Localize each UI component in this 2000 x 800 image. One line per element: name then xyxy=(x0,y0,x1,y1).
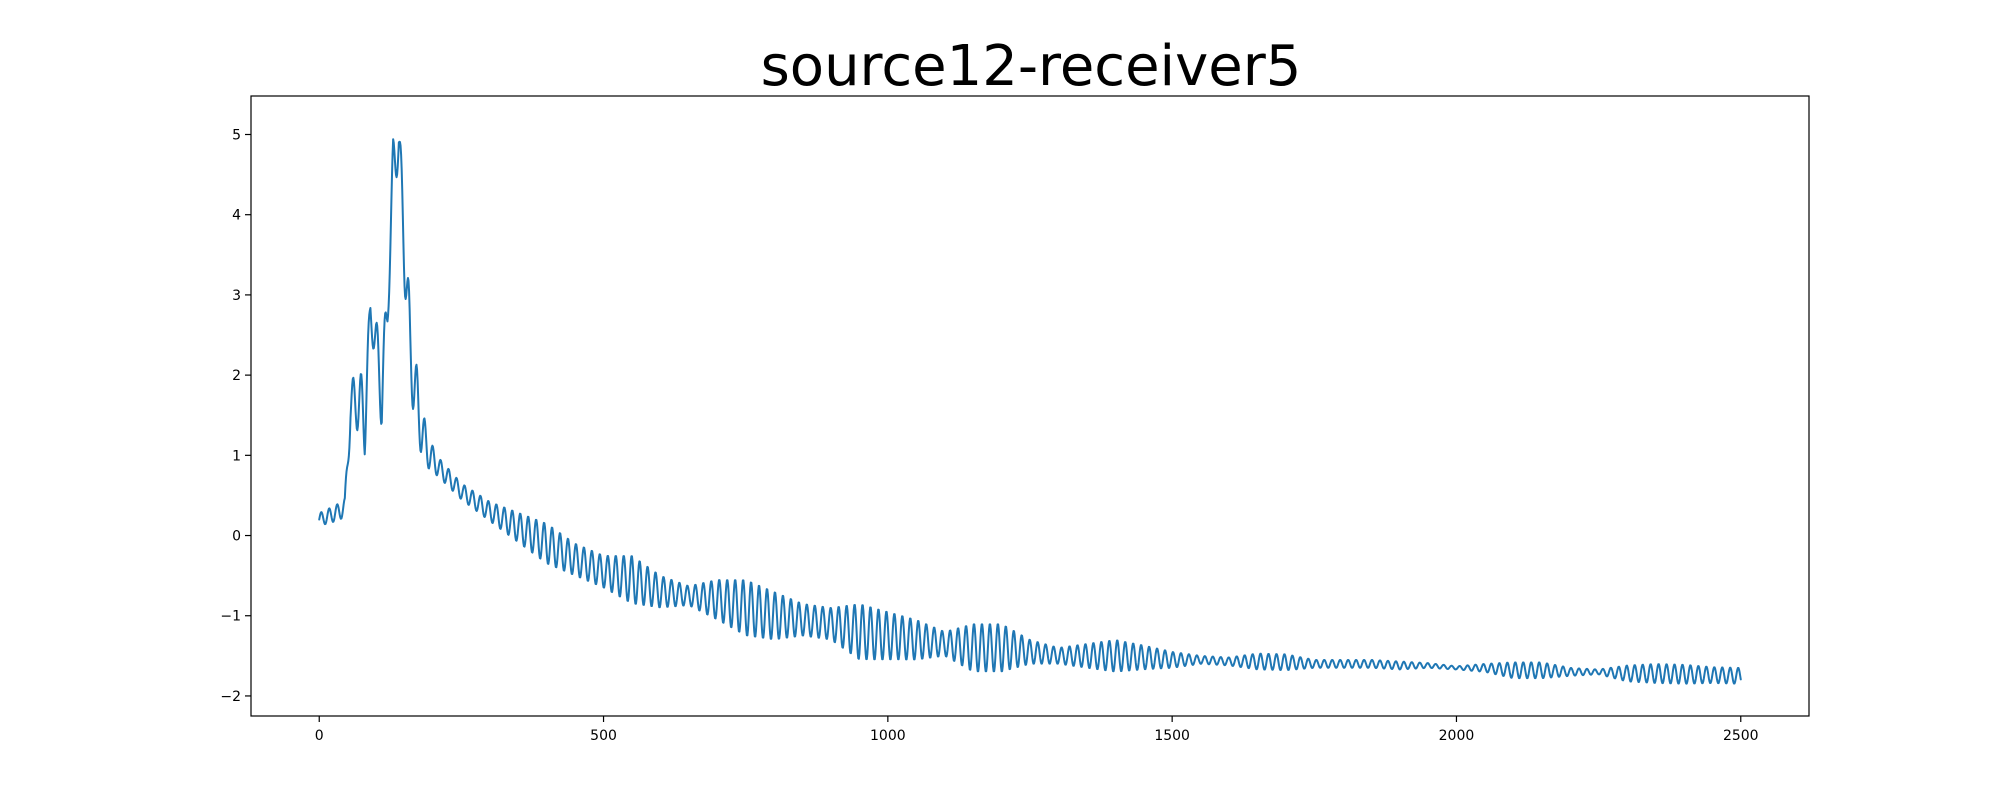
x-tick-label: 1000 xyxy=(870,728,906,744)
axes-frame xyxy=(250,95,1810,717)
series-line xyxy=(318,138,1742,685)
tick-group: 0 500 1000 1500 2000 2500 −2 −1 0 1 2 3 4 5 xyxy=(220,127,1758,744)
x-tick-label: 2000 xyxy=(1439,728,1475,744)
plot-area xyxy=(318,138,1742,685)
x-tick-label: 2500 xyxy=(1723,728,1759,744)
y-tick-label: 3 xyxy=(232,288,241,304)
y-tick-label: 5 xyxy=(232,127,241,143)
y-tick-label: 0 xyxy=(232,529,241,545)
x-tick-label: 0 xyxy=(315,728,324,744)
x-tick-label: 500 xyxy=(590,728,617,744)
y-tick-label: −2 xyxy=(220,689,241,705)
chart-title: source12-receiver5 xyxy=(761,34,1302,99)
x-tick-label: 1500 xyxy=(1154,728,1190,744)
y-tick-label: −1 xyxy=(220,609,241,625)
y-tick-label: 1 xyxy=(232,448,241,464)
y-tick-label: 4 xyxy=(232,208,241,224)
y-tick-label: 2 xyxy=(232,368,241,384)
